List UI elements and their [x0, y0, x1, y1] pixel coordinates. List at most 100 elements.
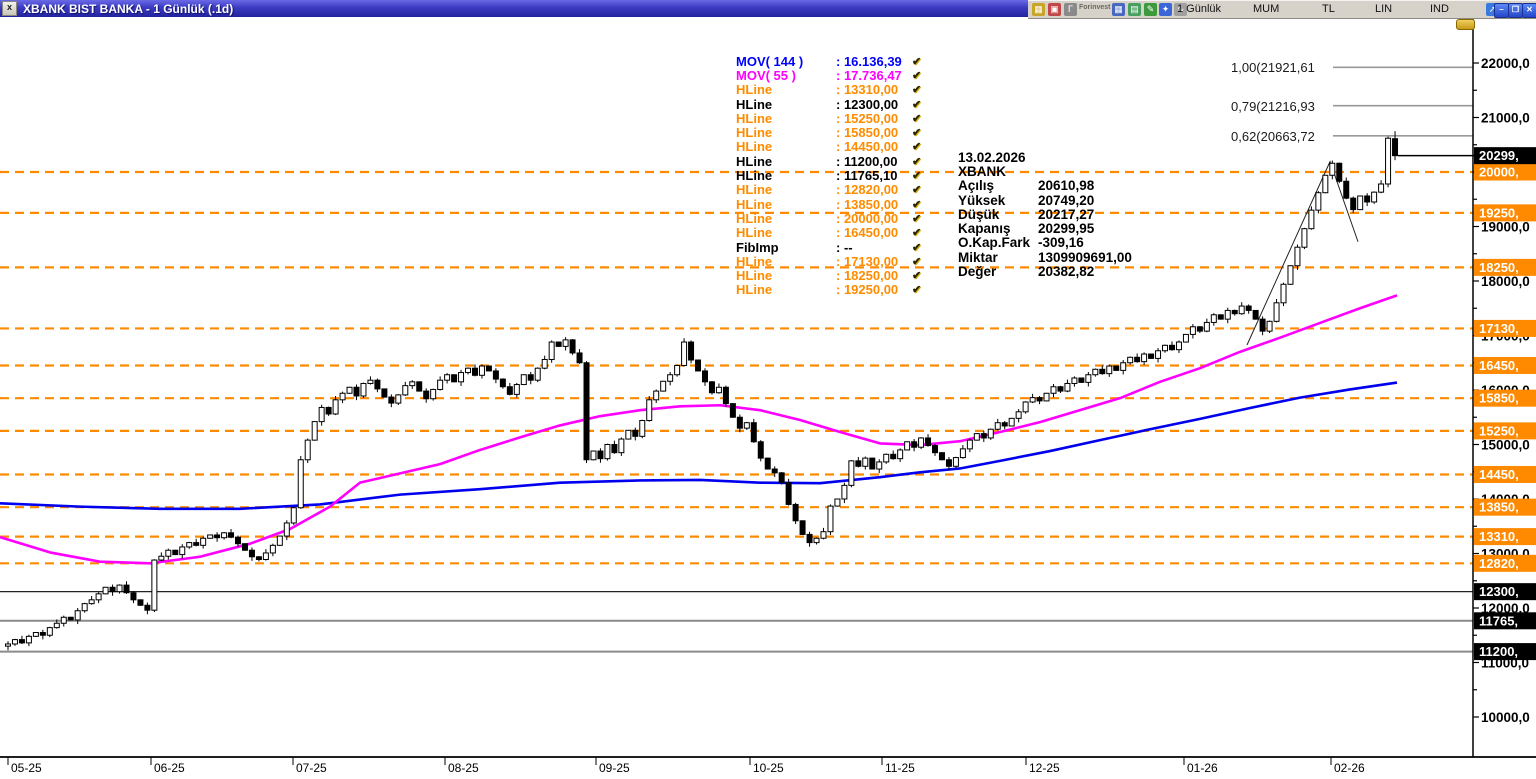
- price-badge: 13310,: [1474, 528, 1536, 546]
- candle-body: [172, 549, 179, 556]
- legend-row-HLine-4[interactable]: HLine: 15250,00 ✔: [736, 111, 922, 126]
- indicator-selector[interactable]: IND: [1430, 3, 1449, 15]
- legend-row-HLine-16[interactable]: HLine: 19250,00 ✔: [736, 282, 922, 298]
- candle: [235, 535, 242, 547]
- legend-visibility-checkmark[interactable]: ✔: [912, 155, 922, 168]
- candle-body: [897, 449, 904, 460]
- price-badge: 12820,: [1474, 554, 1536, 572]
- legend-visibility-checkmark[interactable]: ✔: [912, 112, 922, 125]
- legend-visibility-checkmark[interactable]: ✔: [912, 127, 922, 140]
- window-title: XBANK BIST BANKA - 1 Günlük (.1d): [23, 1, 234, 16]
- candle-body: [1064, 382, 1071, 392]
- legend-visibility-checkmark[interactable]: ✔: [912, 270, 922, 283]
- legend-row-HLine-3[interactable]: HLine: 12300,00 ✔: [736, 96, 922, 112]
- candle-body: [353, 386, 360, 397]
- candle-body: [674, 364, 681, 376]
- candle: [1141, 352, 1148, 365]
- legend-visibility-checkmark[interactable]: ✔: [912, 184, 922, 197]
- currency-selector[interactable]: TL: [1322, 3, 1335, 15]
- price-badge: 15850,: [1474, 389, 1536, 407]
- candle: [778, 472, 785, 485]
- legend-row-HLine-11[interactable]: HLine: 20000,00 ✔: [736, 211, 922, 226]
- legend-row-HLine-7[interactable]: HLine: 11200,00 ✔: [736, 154, 922, 169]
- legend-row-HLine-5[interactable]: HLine: 15850,00 ✔: [736, 125, 922, 140]
- matrix-icon[interactable]: ▦: [1032, 3, 1045, 16]
- candle-body: [597, 450, 604, 460]
- legend-row-HLine-8[interactable]: HLine: 11765,10 ✔: [736, 168, 922, 184]
- draw-pencil-icon[interactable]: ✎: [1144, 3, 1157, 16]
- legend-visibility-checkmark[interactable]: ✔: [912, 98, 922, 111]
- candle: [639, 419, 646, 439]
- legend-visibility-checkmark[interactable]: ✔: [912, 198, 922, 211]
- legend-visibility-checkmark[interactable]: ✔: [912, 69, 922, 82]
- candle-body: [137, 599, 144, 606]
- legend-row-HLine-15[interactable]: HLine: 18250,00 ✔: [736, 268, 922, 283]
- candle: [67, 616, 74, 621]
- candle: [332, 395, 339, 416]
- candle-body: [478, 365, 485, 376]
- legend-row-MOV144-0[interactable]: MOV( 144 ): 16.136,39 ✔: [736, 54, 922, 69]
- price-badge-text: 16450,: [1479, 358, 1519, 373]
- legend-visibility-checkmark[interactable]: ✔: [912, 212, 922, 225]
- legend-row-MOV55-1[interactable]: MOV( 55 ): 17.736,47 ✔: [736, 68, 922, 83]
- legend-name: FibImp: [736, 239, 779, 255]
- candle: [1050, 384, 1057, 398]
- legend-visibility-checkmark[interactable]: ✔: [912, 55, 922, 68]
- impulse-trendline[interactable]: [1246, 160, 1359, 346]
- lock-icon[interactable]: [1456, 19, 1475, 30]
- candle-body: [39, 632, 46, 636]
- chart-style-selector[interactable]: MUM: [1253, 3, 1280, 15]
- candle: [764, 457, 771, 470]
- g-logo-icon[interactable]: Γ: [1064, 3, 1077, 16]
- chart-close-button[interactable]: x: [2, 1, 17, 16]
- compass-icon[interactable]: ✦: [1159, 3, 1172, 16]
- scale-selector[interactable]: LIN: [1375, 3, 1393, 15]
- profile-icon[interactable]: ▣: [1048, 3, 1061, 16]
- legend-row-HLine-9[interactable]: HLine: 12820,00 ✔: [736, 182, 922, 197]
- candle: [708, 381, 715, 395]
- candle: [541, 355, 548, 370]
- legend-row-HLine-2[interactable]: HLine: 13310,00 ✔: [736, 82, 922, 97]
- candle-body: [688, 341, 695, 361]
- candle-body: [513, 384, 520, 395]
- price-badge: 20000,: [1474, 163, 1536, 181]
- legend-visibility-checkmark[interactable]: ✔: [912, 170, 922, 183]
- legend-visibility-checkmark[interactable]: ✔: [912, 241, 922, 254]
- legend-value: : 16450,00: [836, 225, 899, 241]
- legend-row-HLine-14[interactable]: HLine: 17130,00 ✔: [736, 253, 922, 269]
- candle-body: [360, 382, 367, 397]
- legend-visibility-checkmark[interactable]: ✔: [912, 255, 922, 268]
- legend-name: HLine: [736, 282, 773, 298]
- legend-row-HLine-12[interactable]: HLine: 16450,00 ✔: [736, 225, 922, 241]
- candle: [39, 629, 46, 640]
- candle: [1266, 320, 1273, 334]
- minimize-button[interactable]: –: [1494, 3, 1509, 18]
- info-label: Kapanış: [958, 221, 1011, 237]
- waveform-icon[interactable]: ∿: [1174, 3, 1187, 16]
- legend-visibility-checkmark[interactable]: ✔: [912, 227, 922, 240]
- candle-body: [562, 339, 569, 347]
- legend-row-FibImp-13[interactable]: FibImp: -- ✔: [736, 239, 922, 255]
- restore-button[interactable]: ❐: [1508, 3, 1523, 18]
- candle-body: [1294, 246, 1301, 267]
- close-button[interactable]: ✕: [1522, 3, 1536, 18]
- chart-type-icon[interactable]: ▤: [1128, 3, 1141, 16]
- candle: [95, 592, 102, 604]
- candle-body: [1371, 191, 1378, 203]
- legend-visibility-checkmark[interactable]: ✔: [912, 141, 922, 154]
- legend-value: : 12300,00: [836, 96, 899, 112]
- x-axis-label: 08-25: [448, 761, 479, 775]
- candle: [1120, 360, 1127, 375]
- period-selector[interactable]: 1 Günlük: [1177, 3, 1222, 15]
- candle: [562, 337, 569, 351]
- legend-visibility-checkmark[interactable]: ✔: [912, 284, 922, 297]
- candle: [841, 482, 848, 504]
- legend-row-HLine-6[interactable]: HLine: 14450,00 ✔: [736, 139, 922, 154]
- candle: [938, 452, 945, 461]
- legend-row-HLine-10[interactable]: HLine: 13850,00 ✔: [736, 197, 922, 212]
- candle: [1315, 191, 1322, 214]
- legend-name: HLine: [736, 168, 773, 184]
- data-table-icon[interactable]: ▦: [1112, 3, 1125, 16]
- legend-value: : 17130,00: [836, 253, 899, 269]
- legend-visibility-checkmark[interactable]: ✔: [912, 84, 922, 97]
